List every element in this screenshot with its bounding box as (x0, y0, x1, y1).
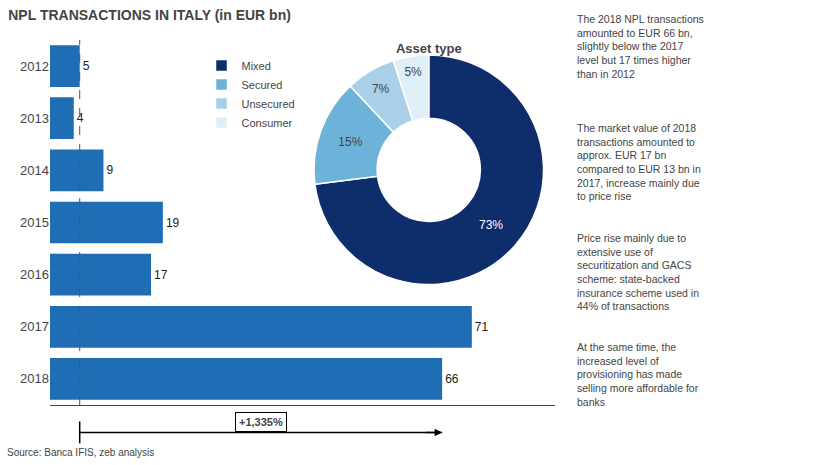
svg-text:73%: 73% (479, 218, 503, 232)
svg-text:2014: 2014 (20, 163, 49, 178)
svg-text:15%: 15% (338, 135, 362, 149)
svg-text:Price rise mainly due toextens: Price rise mainly due toextensive use of… (577, 232, 699, 312)
svg-text:Secured: Secured (242, 79, 283, 91)
svg-text:2012: 2012 (20, 59, 49, 74)
svg-text:2017: 2017 (20, 319, 49, 334)
svg-text:5: 5 (83, 59, 90, 73)
svg-text:17: 17 (154, 268, 168, 282)
svg-text:The market value of 2018transa: The market value of 2018transactions amo… (577, 122, 701, 202)
svg-text:7%: 7% (372, 82, 390, 96)
svg-text:66: 66 (445, 372, 459, 386)
svg-text:4: 4 (77, 111, 84, 125)
svg-text:9: 9 (106, 163, 113, 177)
svg-text:NPL TRANSACTIONS IN ITALY (in: NPL TRANSACTIONS IN ITALY (in EUR bn) (8, 7, 291, 23)
svg-text:Unsecured: Unsecured (242, 98, 295, 110)
svg-text:Source: Banca IFIS, zeb analys: Source: Banca IFIS, zeb analysis (7, 447, 154, 458)
svg-text:71: 71 (475, 320, 489, 334)
svg-text:At the same time, theincreased: At the same time, theincreased level ofp… (577, 341, 699, 408)
svg-text:+1,335%: +1,335% (239, 416, 283, 428)
svg-text:2018: 2018 (20, 371, 49, 386)
svg-text:Asset type: Asset type (396, 41, 462, 56)
svg-text:2016: 2016 (20, 267, 49, 282)
svg-text:Consumer: Consumer (242, 117, 293, 129)
svg-text:2013: 2013 (20, 111, 49, 126)
svg-text:Mixed: Mixed (242, 60, 271, 72)
svg-text:2015: 2015 (20, 215, 49, 230)
svg-text:19: 19 (166, 216, 180, 230)
svg-text:The 2018 NPL transactionsamoun: The 2018 NPL transactionsamounted to EUR… (577, 13, 704, 80)
svg-text:5%: 5% (404, 65, 422, 79)
